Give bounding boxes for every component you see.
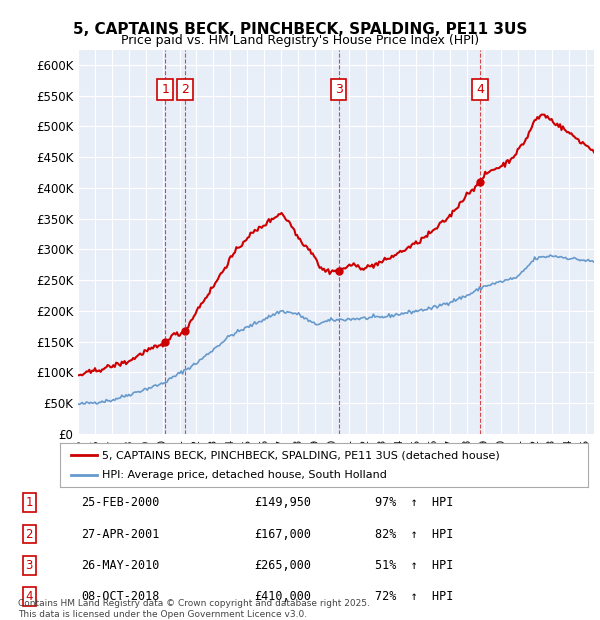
- Text: 3: 3: [335, 83, 343, 96]
- Text: Price paid vs. HM Land Registry's House Price Index (HPI): Price paid vs. HM Land Registry's House …: [121, 34, 479, 47]
- Text: 82%  ↑  HPI: 82% ↑ HPI: [375, 528, 453, 541]
- Text: HPI: Average price, detached house, South Holland: HPI: Average price, detached house, Sout…: [102, 469, 387, 479]
- Text: 1: 1: [161, 83, 169, 96]
- Text: 72%  ↑  HPI: 72% ↑ HPI: [375, 590, 453, 603]
- Text: £167,000: £167,000: [254, 528, 311, 541]
- Text: 2: 2: [26, 528, 33, 541]
- Text: 26-MAY-2010: 26-MAY-2010: [81, 559, 160, 572]
- Text: £149,950: £149,950: [254, 496, 311, 509]
- Text: 97%  ↑  HPI: 97% ↑ HPI: [375, 496, 453, 509]
- Text: 25-FEB-2000: 25-FEB-2000: [81, 496, 160, 509]
- Text: 08-OCT-2018: 08-OCT-2018: [81, 590, 160, 603]
- Text: 4: 4: [26, 590, 33, 603]
- Text: 4: 4: [476, 83, 484, 96]
- Text: 5, CAPTAINS BECK, PINCHBECK, SPALDING, PE11 3US (detached house): 5, CAPTAINS BECK, PINCHBECK, SPALDING, P…: [102, 451, 500, 461]
- Text: 5, CAPTAINS BECK, PINCHBECK, SPALDING, PE11 3US: 5, CAPTAINS BECK, PINCHBECK, SPALDING, P…: [73, 22, 527, 37]
- Text: £410,000: £410,000: [254, 590, 311, 603]
- Text: £265,000: £265,000: [254, 559, 311, 572]
- Text: 2: 2: [181, 83, 189, 96]
- Text: Contains HM Land Registry data © Crown copyright and database right 2025.
This d: Contains HM Land Registry data © Crown c…: [18, 600, 370, 619]
- Text: 1: 1: [26, 496, 33, 509]
- Text: 3: 3: [26, 559, 33, 572]
- Text: 51%  ↑  HPI: 51% ↑ HPI: [375, 559, 453, 572]
- Text: 27-APR-2001: 27-APR-2001: [81, 528, 160, 541]
